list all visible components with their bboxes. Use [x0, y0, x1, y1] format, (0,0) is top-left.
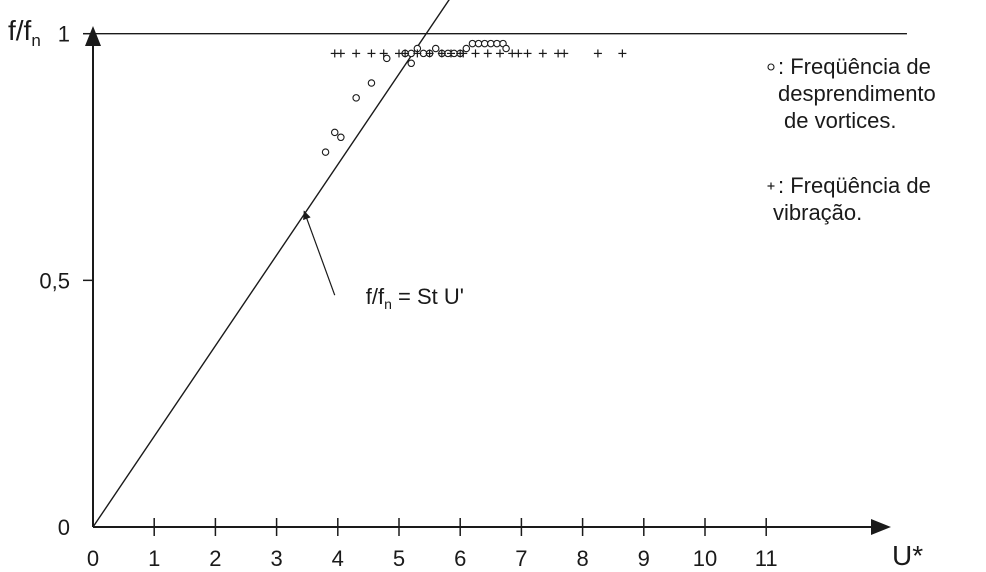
x-tick-label: 5: [393, 546, 405, 571]
data-point-vortex: [383, 54, 391, 63]
data-point-vibration: [367, 49, 376, 58]
strouhal-line: [92, 0, 450, 528]
x-tick-label: 10: [693, 546, 717, 571]
data-point-vibration: [483, 49, 492, 58]
data-point-vibration: [437, 49, 446, 58]
annotation-label: f/fn = St U': [366, 284, 464, 312]
data-point-vortex: [502, 44, 510, 53]
y-tick-label: 1: [58, 22, 70, 47]
data-point-vibration: [495, 49, 504, 58]
x-tick-label: 8: [576, 546, 588, 571]
x-tick-label: 4: [332, 546, 344, 571]
data-point-vortex: [462, 44, 471, 53]
strouhal-annotation: f/fn = St U': [303, 210, 464, 312]
x-tick-label: 9: [638, 546, 650, 571]
data-point-vortex: [468, 39, 477, 48]
legend-marker-circle: [767, 63, 775, 71]
x-tick-label: 11: [755, 546, 778, 571]
data-point-vortex: [337, 133, 345, 142]
series-vibration: [330, 49, 627, 58]
data-point-vibration: [523, 49, 532, 58]
legend-text-line: : Freqüência de: [778, 54, 931, 79]
data-point-vibration: [593, 49, 602, 58]
x-tick-label: 3: [270, 546, 282, 571]
y-axis-title: f/fn: [8, 15, 41, 50]
y-axis-title-subscript: n: [31, 31, 40, 50]
data-point-vibration: [413, 49, 422, 58]
legend-text-line: vibração.: [773, 200, 862, 225]
data-point-vibration: [459, 49, 468, 58]
x-tick-label: 6: [454, 546, 466, 571]
annotation-subscript: n: [384, 296, 392, 312]
data-point-vibration: [514, 49, 523, 58]
data-point-vortex: [480, 39, 489, 48]
data-point-vibration: [618, 49, 627, 58]
data-point-vortex: [352, 94, 360, 102]
data-point-vortex: [321, 148, 330, 156]
reference-lines: [92, 0, 907, 528]
data-point-vortex: [493, 39, 501, 48]
data-point-vortex: [407, 59, 415, 68]
data-point-vibration: [336, 49, 345, 58]
x-tick-label: 2: [209, 546, 221, 571]
data-point-vortex: [367, 79, 376, 87]
data-point-vortex: [474, 39, 483, 48]
y-ticks: 00,511,5: [39, 22, 93, 540]
x-tick-label: 7: [515, 546, 527, 571]
data-point-vibration: [401, 49, 410, 58]
data-point-vortex: [487, 39, 495, 48]
y-axis-arrow: [85, 26, 101, 46]
data-point-vibration: [425, 49, 434, 58]
axes: [85, 26, 891, 535]
data-point-vibration: [560, 49, 569, 58]
x-axis-arrow: [871, 519, 891, 535]
data-point-vibration: [379, 49, 388, 58]
data-point-vibration: [538, 49, 547, 58]
x-tick-label: 1: [148, 546, 160, 571]
annotation-rest: = St U': [392, 284, 464, 309]
series-vortex-shedding: [321, 39, 510, 156]
x-ticks: 0 1 2 3 4 5 6 7 8 9 10 11: [87, 518, 778, 571]
legend-text-line: de vortices.: [784, 108, 897, 133]
data-point-vibration: [352, 49, 361, 58]
data-point-vortex: [431, 44, 440, 53]
data-point-vortex: [330, 128, 339, 137]
x-tick-label: 0: [87, 546, 99, 571]
legend-text-line: : Freqüência de: [778, 173, 931, 198]
legend-text-line: desprendimento: [778, 81, 936, 106]
legend-marker-plus: [767, 182, 775, 190]
y-tick-label: 0: [58, 515, 70, 540]
annotation-arrow: [303, 210, 336, 296]
y-tick-label: 0,5: [39, 268, 70, 293]
data-point-vibration: [471, 49, 480, 58]
data-point-vibration: [447, 49, 456, 58]
x-axis-title: U*: [892, 540, 923, 571]
